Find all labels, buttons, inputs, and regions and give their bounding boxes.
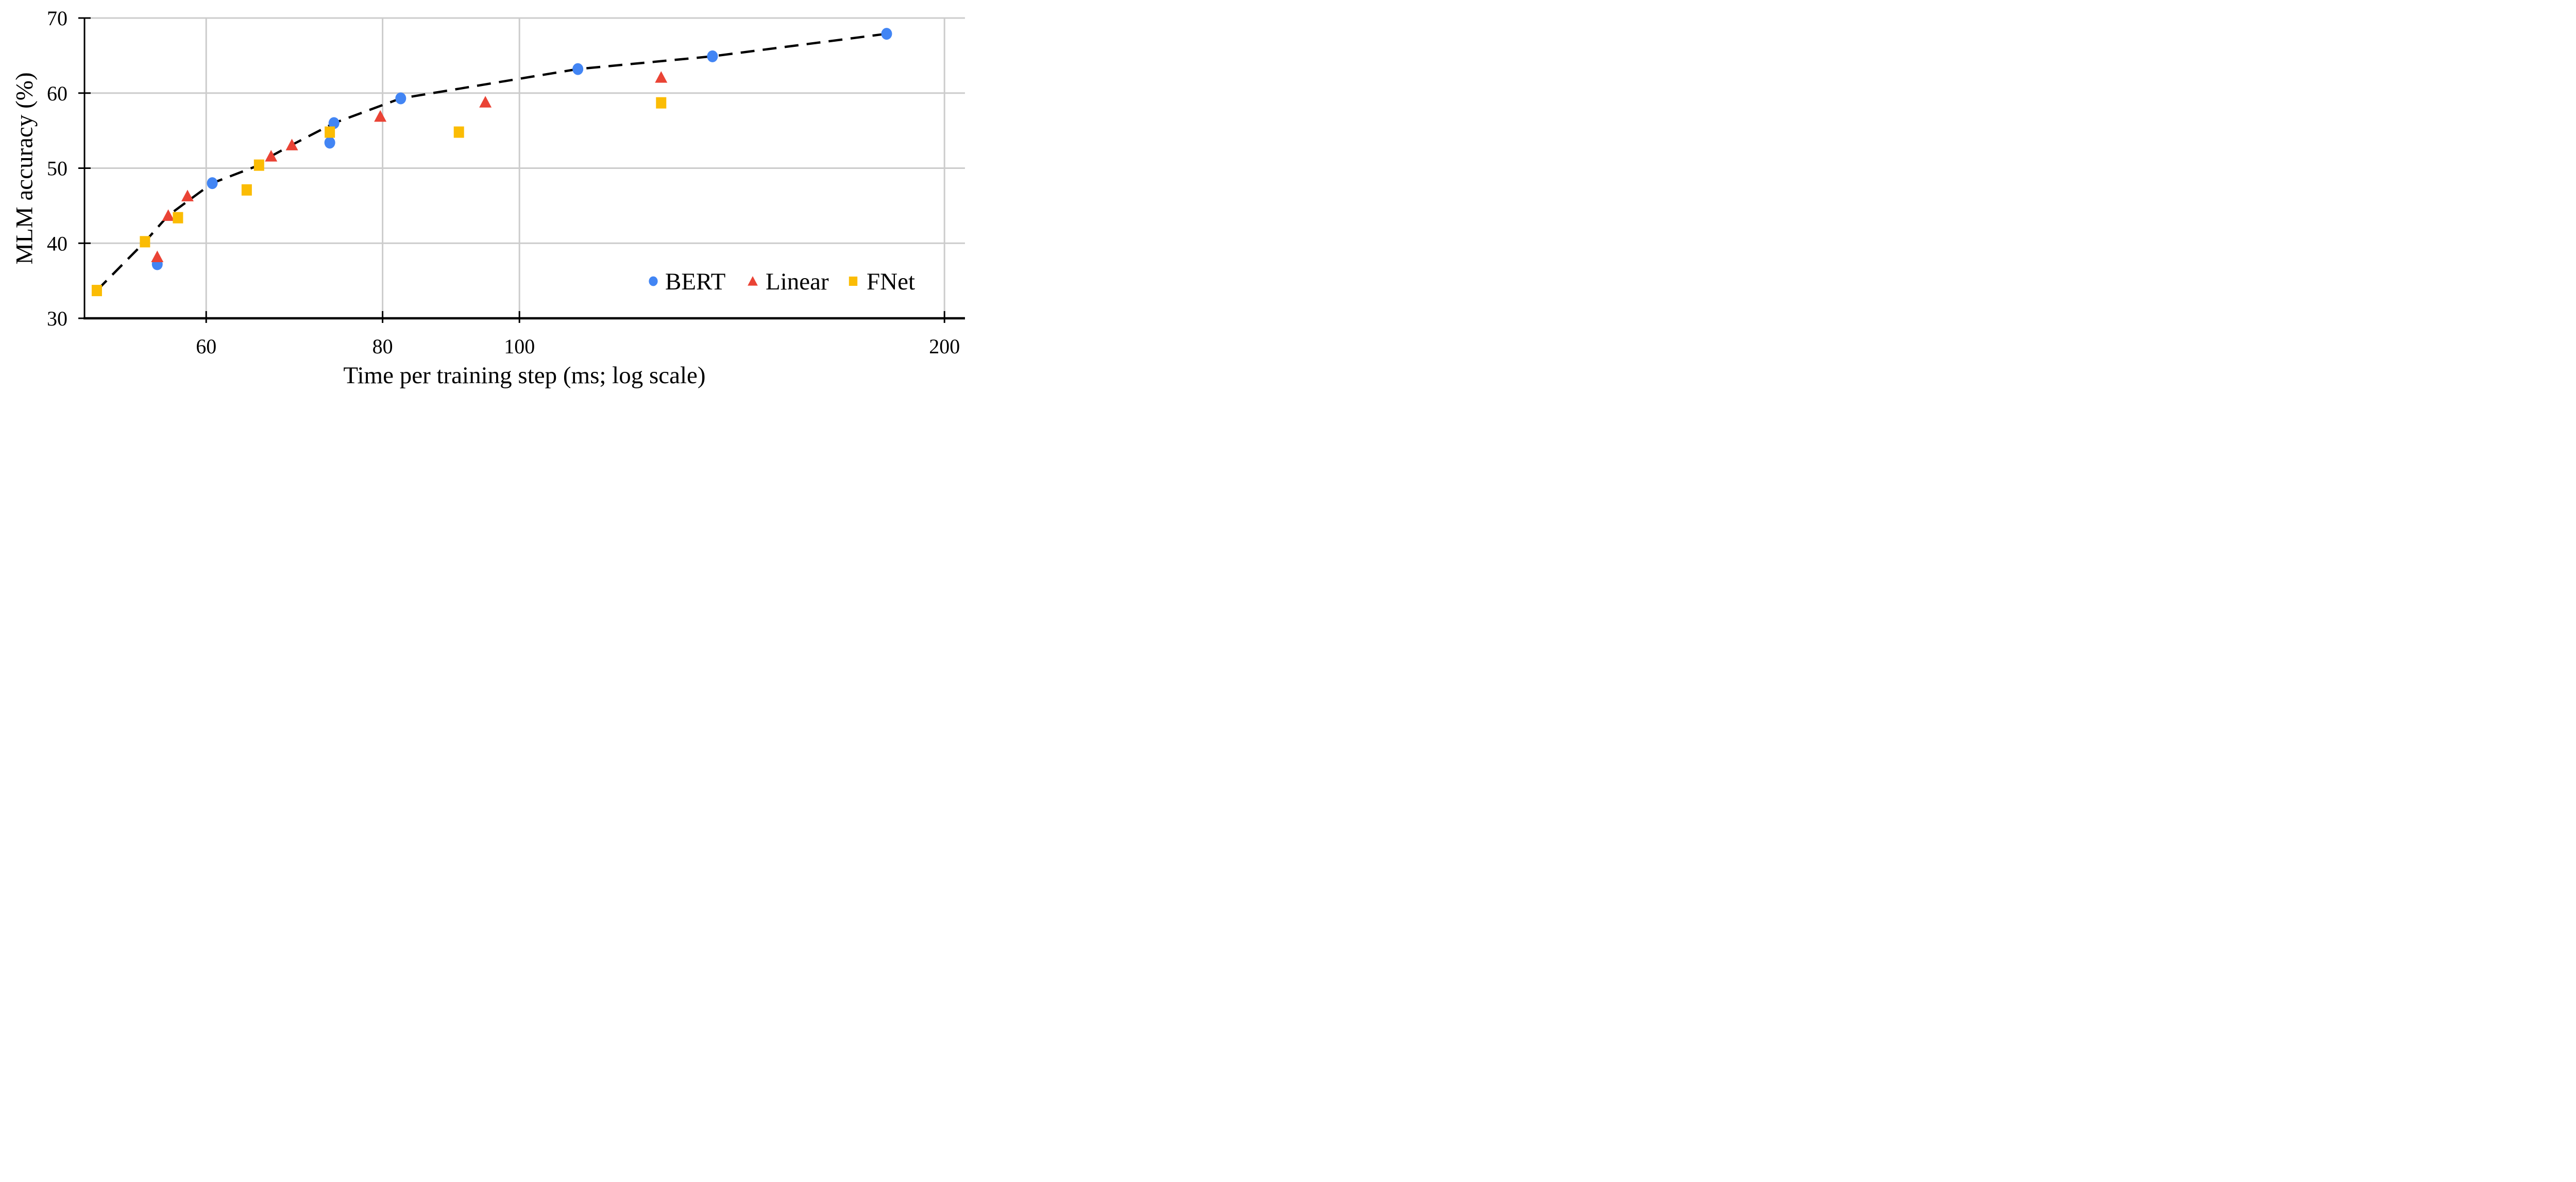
pareto-frontier-line bbox=[96, 32, 887, 292]
data-point-bert bbox=[881, 28, 892, 40]
y-tick-label: 70 bbox=[47, 7, 67, 30]
legend-label-fnet: FNet bbox=[867, 268, 915, 295]
y-tick-label: 30 bbox=[47, 307, 67, 330]
data-point-fnet bbox=[253, 159, 264, 171]
scatter-plot: 30 40 50 60 70 60 80 100 200 BERT Linear FNet bbox=[47, 7, 965, 358]
data-point-fnet bbox=[173, 212, 183, 224]
data-point-linear bbox=[655, 71, 668, 83]
legend-label-linear: Linear bbox=[766, 268, 829, 295]
data-point-linear bbox=[162, 209, 175, 221]
y-tick-label: 50 bbox=[47, 157, 67, 180]
data-point-bert bbox=[707, 50, 718, 62]
data-point-bert bbox=[395, 92, 406, 105]
data-point-fnet bbox=[453, 126, 464, 138]
data-point-linear bbox=[285, 139, 298, 150]
data-point-fnet bbox=[91, 285, 102, 297]
x-tick-label: 200 bbox=[929, 335, 960, 358]
x-tick-label: 100 bbox=[504, 335, 535, 358]
data-point-bert bbox=[572, 63, 584, 75]
chart-container: 30 40 50 60 70 60 80 100 200 BERT Linear FNet Time … bbox=[0, 0, 985, 394]
x-axis-title: Time per training step (ms; log scale) bbox=[343, 362, 706, 389]
x-tick-label: 80 bbox=[372, 335, 393, 358]
y-axis-title: MLM accuracy (%) bbox=[11, 72, 38, 265]
y-tick-label: 60 bbox=[47, 82, 67, 105]
data-point-linear bbox=[374, 110, 387, 122]
data-point-bert bbox=[207, 177, 218, 190]
data-point-fnet bbox=[325, 126, 335, 138]
y-tick-label: 40 bbox=[47, 232, 67, 255]
data-point-fnet bbox=[656, 97, 667, 109]
data-point-fnet bbox=[241, 184, 252, 196]
data-point-bert bbox=[328, 117, 340, 129]
data-point-linear bbox=[479, 96, 492, 108]
x-tick-label: 60 bbox=[196, 335, 216, 358]
legend-marker-linear bbox=[748, 276, 758, 286]
legend-marker-bert bbox=[649, 276, 658, 286]
data-point-linear bbox=[265, 150, 278, 162]
legend-label-bert: BERT bbox=[665, 268, 725, 295]
data-point-linear bbox=[181, 190, 194, 201]
data-point-linear bbox=[151, 250, 164, 262]
data-point-bert bbox=[324, 136, 335, 149]
data-point-fnet bbox=[140, 236, 150, 248]
legend-marker-fnet bbox=[849, 276, 858, 286]
